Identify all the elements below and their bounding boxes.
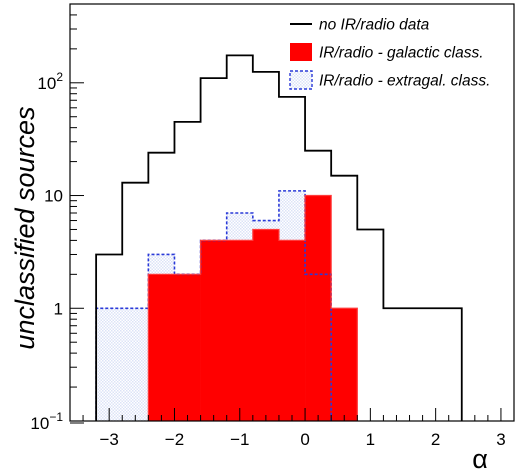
bar-galactic	[148, 274, 175, 421]
legend-swatch-galactic	[290, 43, 312, 61]
bar-galactic	[174, 274, 201, 421]
y-tick-label: 1	[54, 299, 63, 318]
y-tick-label: 10−1	[30, 410, 63, 433]
bar-extragalactic	[122, 308, 149, 421]
series-galactic-outline	[147, 194, 358, 421]
legend-label: IR/radio - galactic class.	[319, 45, 484, 62]
x-tick-label: 1	[366, 430, 375, 449]
bar-galactic	[331, 308, 358, 421]
x-tick-label: −2	[165, 430, 184, 449]
x-tick-label: −1	[230, 430, 249, 449]
legend: no IR/radio data IR/radio - galactic clas…	[289, 17, 490, 90]
bar-galactic	[305, 195, 332, 421]
bar-galactic	[200, 240, 228, 421]
series-no-ir-radio	[95, 54, 463, 421]
bar-galactic	[278, 240, 306, 421]
legend-label: no IR/radio data	[319, 17, 430, 34]
x-tick-label: −3	[99, 430, 118, 449]
bar-galactic	[226, 240, 254, 421]
bar-extragalactic	[96, 308, 123, 421]
y-axis-title: unclassified sources	[10, 106, 40, 349]
y-tick-label: 10	[44, 187, 63, 206]
x-tick-label: 3	[496, 430, 505, 449]
x-tick-label: 0	[300, 430, 309, 449]
y-tick-label: 102	[37, 70, 63, 93]
legend-swatch-extragalactic	[289, 70, 313, 90]
bar-galactic	[252, 229, 280, 421]
legend-label: IR/radio - extragal. class.	[319, 73, 490, 90]
x-tick-label: 2	[431, 430, 440, 449]
x-axis-title: α	[472, 444, 488, 471]
